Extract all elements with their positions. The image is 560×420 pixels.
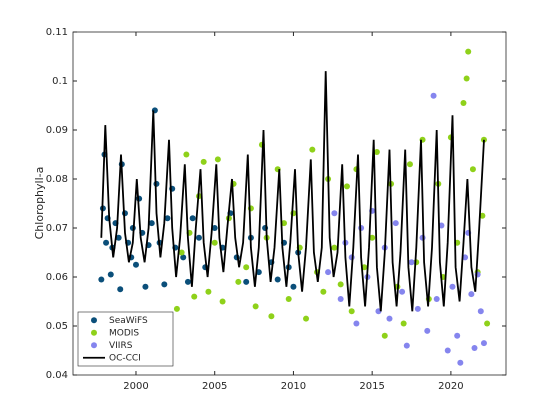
data-point — [243, 278, 250, 285]
legend-swatch — [91, 329, 97, 336]
data-point — [424, 327, 431, 334]
data-point — [386, 315, 393, 322]
data-point — [243, 264, 250, 271]
data-point — [457, 359, 464, 366]
data-point — [148, 220, 155, 227]
y-tick-label: 0.05 — [46, 321, 68, 332]
data-point — [200, 158, 207, 165]
y-tick-label: 0.07 — [46, 223, 68, 234]
data-point — [471, 345, 478, 352]
data-point — [353, 320, 360, 327]
data-point — [205, 288, 212, 295]
data-point — [414, 305, 421, 312]
data-point — [480, 340, 487, 347]
data-point — [252, 303, 259, 310]
data-point — [132, 261, 139, 268]
data-point — [433, 296, 440, 303]
data-point — [183, 151, 190, 158]
data-point — [444, 347, 451, 354]
data-point — [173, 305, 180, 312]
data-point — [331, 244, 338, 251]
data-point — [268, 313, 275, 320]
y-tick-label: 0.06 — [46, 272, 68, 283]
data-point — [320, 288, 327, 295]
data-point — [463, 75, 470, 82]
data-point — [325, 269, 332, 276]
data-point — [484, 320, 491, 327]
data-point — [337, 296, 344, 303]
data-point — [469, 166, 476, 173]
data-point — [348, 308, 355, 315]
data-point — [178, 249, 185, 256]
data-point — [400, 320, 407, 327]
x-tick-label: 2000 — [123, 381, 148, 392]
data-point — [235, 278, 242, 285]
data-point — [449, 283, 456, 290]
data-point — [403, 342, 410, 349]
data-point — [460, 100, 467, 107]
data-point — [303, 315, 310, 322]
data-point — [195, 234, 202, 241]
data-point — [399, 288, 406, 295]
data-point — [214, 156, 221, 163]
data-point — [408, 259, 415, 266]
data-point — [211, 225, 218, 231]
data-point — [468, 291, 475, 298]
data-line — [100, 71, 485, 312]
data-point — [373, 149, 380, 156]
data-point — [103, 239, 110, 246]
data-point — [164, 215, 171, 222]
data-point — [117, 286, 124, 293]
data-point — [477, 308, 484, 315]
x-tick-label: 2010 — [281, 381, 306, 392]
data-point — [180, 254, 187, 261]
data-point — [462, 254, 469, 261]
data-point — [189, 215, 196, 222]
x-tick-label: 2020 — [438, 381, 463, 392]
y-tick-label: 0.09 — [46, 125, 68, 136]
y-tick-label: 0.08 — [46, 174, 68, 185]
y-tick-label: 0.04 — [46, 370, 68, 381]
data-point — [107, 271, 114, 278]
data-point — [280, 220, 287, 227]
data-point — [369, 234, 376, 241]
data-point — [115, 234, 122, 241]
data-point — [285, 296, 292, 303]
data-point — [465, 48, 472, 55]
legend-swatch — [91, 342, 97, 349]
x-tick-label: 2005 — [202, 381, 227, 392]
data-point — [142, 283, 149, 290]
legend-label: SeaWiFS — [109, 316, 148, 326]
data-point — [331, 210, 338, 217]
data-point — [211, 239, 218, 246]
data-point — [343, 183, 350, 190]
data-point — [219, 298, 226, 305]
data-point — [191, 293, 198, 300]
y-tick-label: 0.11 — [46, 27, 68, 38]
data-point — [479, 212, 486, 219]
x-tick-label: 2015 — [359, 381, 384, 392]
legend-swatch — [91, 317, 97, 324]
data-point — [274, 276, 281, 283]
data-point — [430, 92, 437, 99]
data-point — [406, 161, 413, 168]
axes-box — [72, 31, 507, 376]
data-point — [454, 332, 461, 339]
data-point — [184, 278, 191, 285]
data-point — [98, 276, 105, 283]
data-point — [381, 332, 388, 339]
legend-label: MODIS — [109, 328, 139, 338]
y-tick-label: 0.1 — [52, 76, 68, 87]
data-point — [161, 281, 168, 288]
y-axis-label: Chlorophyll-a — [33, 167, 46, 240]
data-point — [392, 220, 399, 227]
data-point — [309, 146, 316, 153]
data-point — [337, 281, 344, 288]
legend-label: VIIRS — [109, 341, 133, 351]
legend-label: OC-CCI — [109, 353, 141, 363]
data-point — [290, 283, 297, 290]
